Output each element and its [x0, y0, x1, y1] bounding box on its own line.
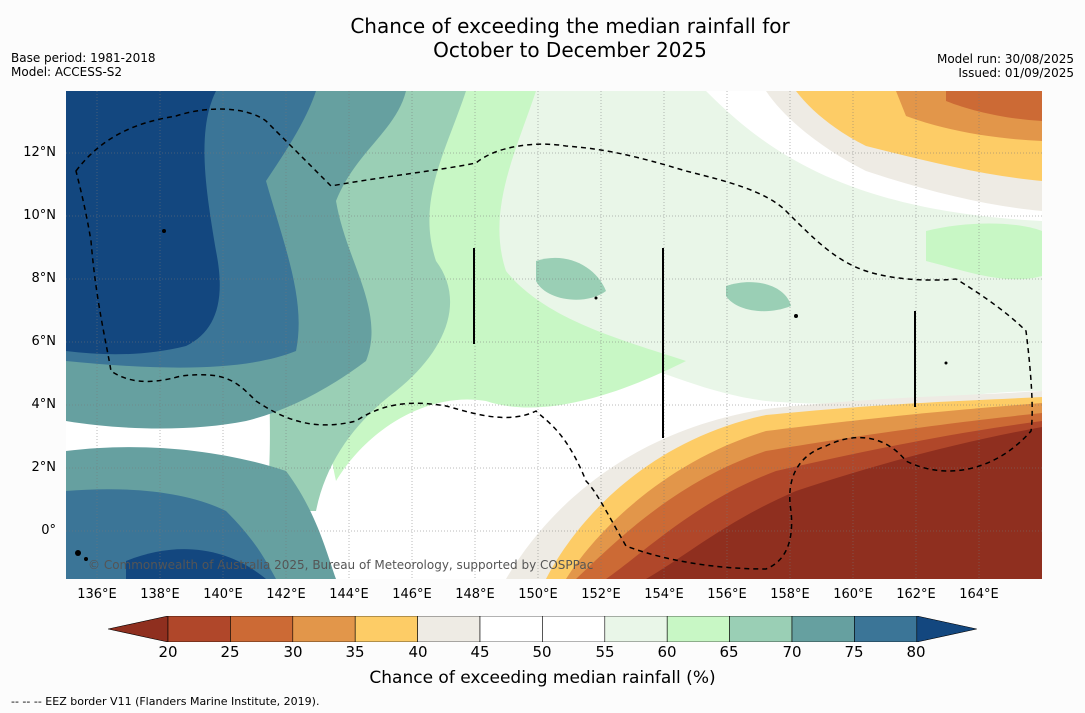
lat-label: 0° — [41, 523, 56, 538]
colorbar-extension-high — [916, 616, 977, 642]
dry-25-30-north — [946, 91, 1042, 121]
lon-label: 152°E — [581, 587, 621, 602]
lat-label: 6°N — [31, 334, 57, 349]
lon-label: 148°E — [455, 587, 495, 602]
graticule — [66, 91, 1042, 579]
lon-label: 142°E — [266, 587, 306, 602]
colorbar-segment — [292, 616, 356, 642]
band-55-60 — [466, 91, 1042, 404]
band-65-70-patch — [536, 257, 606, 300]
colorbar-title: Chance of exceeding median rainfall (%) — [369, 668, 716, 688]
colorbar-segment — [666, 616, 730, 642]
island-markers — [75, 229, 948, 561]
model-run-text: Model run: 30/08/2025 — [936, 52, 1074, 66]
band-above-80-south — [126, 549, 266, 579]
colorbar-segment — [542, 616, 606, 642]
lon-label: 146°E — [392, 587, 432, 602]
colorbar-label: 35 — [345, 643, 365, 661]
colorbar-label: 75 — [844, 643, 864, 661]
model-text: Model: ACCESS-S2 — [11, 65, 123, 79]
lat-label: 4°N — [31, 397, 57, 412]
colorbar-label: 60 — [657, 643, 677, 661]
map-title-line1: Chance of exceeding the median rainfall … — [350, 14, 790, 38]
lon-label: 162°E — [896, 587, 936, 602]
colorbar-label: 55 — [595, 643, 615, 661]
lat-label: 10°N — [23, 208, 56, 223]
lon-label: 160°E — [833, 587, 873, 602]
meta-left: Base period: 1981-2018 Model: ACCESS-S2 — [11, 51, 156, 79]
colorbar-segment — [854, 616, 918, 642]
band-above-80 — [66, 91, 220, 355]
colorbar-label: 45 — [470, 643, 490, 661]
rainfall-map — [66, 91, 1042, 579]
colorbar-label: 25 — [220, 643, 240, 661]
lat-label: 8°N — [31, 271, 57, 286]
colorbar-segments — [108, 616, 977, 642]
eez-footnote: -- -- -- EEZ border V11 (Flanders Marine… — [11, 695, 320, 708]
colorbar-label: 70 — [782, 643, 802, 661]
lon-label: 144°E — [329, 587, 369, 602]
lat-label: 12°N — [23, 145, 56, 160]
colorbar-segment — [354, 616, 418, 642]
lon-label: 140°E — [203, 587, 243, 602]
colorbar-segment — [729, 616, 793, 642]
band-65-70-patch2 — [726, 282, 791, 312]
lon-label: 136°E — [77, 587, 117, 602]
lon-label: 154°E — [644, 587, 684, 602]
colorbar-label: 40 — [408, 643, 428, 661]
dry-below-20-south — [646, 427, 1042, 579]
colorbar-segment — [479, 616, 543, 642]
colorbar-label: 50 — [532, 643, 552, 661]
band-60-65-east — [926, 223, 1042, 280]
colorbar-segment — [417, 616, 481, 642]
colorbar-segment — [167, 616, 231, 642]
colorbar-segment — [604, 616, 668, 642]
base-period-text: Base period: 1981-2018 — [11, 51, 156, 65]
lon-label: 158°E — [770, 587, 810, 602]
map-svg — [66, 91, 1042, 579]
colorbar-label: 65 — [719, 643, 739, 661]
lon-label: 156°E — [707, 587, 747, 602]
colorbar-label: 20 — [158, 643, 178, 661]
lat-label: 2°N — [31, 460, 57, 475]
colorbar-label: 30 — [283, 643, 303, 661]
region-markers — [473, 248, 916, 438]
issued-text: Issued: 01/09/2025 — [958, 66, 1074, 80]
colorbar-extension-low — [108, 616, 169, 642]
colorbar-segment — [230, 616, 294, 642]
lon-label: 164°E — [959, 587, 999, 602]
lon-label: 150°E — [518, 587, 558, 602]
copyright-text: © Commonwealth of Australia 2025, Bureau… — [88, 558, 594, 572]
colorbar-label: 80 — [906, 643, 926, 661]
colorbar — [108, 616, 977, 642]
colorbar-segment — [791, 616, 855, 642]
lon-label: 138°E — [140, 587, 180, 602]
map-title-line2: October to December 2025 — [433, 38, 707, 62]
meta-right: Model run: 30/08/2025 Issued: 01/09/2025 — [937, 52, 1074, 80]
map-title: Chance of exceeding the median rainfall … — [0, 14, 1085, 62]
